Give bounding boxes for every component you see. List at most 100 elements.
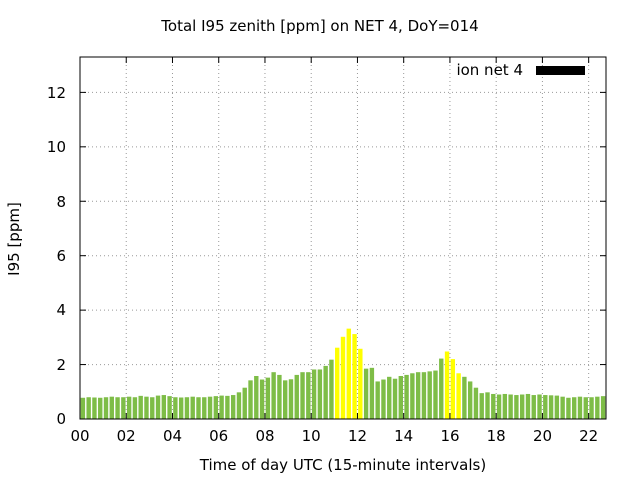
bar — [155, 395, 161, 419]
bar — [589, 397, 594, 419]
bar — [329, 359, 334, 419]
bar — [248, 380, 253, 419]
x-tick-label: 06 — [209, 427, 229, 445]
bar — [103, 397, 109, 419]
bar — [583, 397, 588, 419]
bar — [207, 396, 213, 419]
bar — [346, 328, 351, 419]
bar — [352, 334, 357, 419]
bar — [121, 397, 126, 419]
bar — [115, 397, 120, 419]
bar — [381, 379, 386, 419]
bar — [537, 394, 542, 419]
y-tick-label: 6 — [56, 247, 66, 265]
bar — [340, 336, 346, 419]
bar — [572, 397, 577, 419]
chart-grid — [80, 57, 606, 419]
chart-tick-marks — [79, 57, 606, 420]
bar — [144, 396, 149, 419]
bar — [496, 394, 502, 419]
bar — [421, 372, 427, 419]
bar — [560, 396, 565, 419]
x-tick-label: 12 — [347, 427, 368, 445]
bar — [150, 397, 155, 419]
bar — [242, 387, 247, 419]
bar — [525, 393, 531, 419]
bar — [294, 374, 299, 419]
bar — [456, 373, 461, 419]
bar — [369, 367, 375, 419]
bar — [132, 397, 138, 419]
bar — [387, 376, 392, 419]
x-tick-label: 16 — [440, 427, 460, 445]
bar — [433, 370, 438, 419]
bar — [479, 393, 484, 419]
bar — [392, 378, 398, 419]
bar — [259, 379, 265, 419]
y-tick-label: 4 — [56, 301, 66, 319]
bar — [288, 379, 294, 419]
bar — [92, 397, 97, 419]
bar — [109, 396, 114, 419]
bar — [190, 396, 195, 419]
bar — [283, 380, 288, 419]
bar — [213, 396, 219, 419]
chart-bars — [80, 328, 606, 419]
bar — [254, 376, 259, 419]
bar — [514, 395, 519, 419]
bar — [167, 396, 172, 419]
bar — [548, 395, 554, 419]
bar — [277, 374, 282, 419]
bar — [173, 397, 178, 419]
legend-label: ion net 4 — [456, 61, 523, 79]
bar — [98, 397, 103, 419]
bar — [225, 395, 230, 419]
x-tick-label: 08 — [255, 427, 275, 445]
y-tick-label: 2 — [56, 355, 66, 374]
legend-swatch — [536, 66, 585, 75]
bar — [595, 396, 600, 419]
bar — [375, 381, 380, 419]
bar — [444, 351, 450, 419]
y-tick-label: 8 — [56, 192, 66, 211]
bar — [202, 397, 207, 419]
bar — [439, 358, 444, 419]
bar — [178, 397, 184, 419]
y-tick-label: 10 — [46, 138, 66, 156]
bar — [531, 395, 536, 419]
y-axis-label: I95 [ppm] — [5, 202, 23, 276]
chart-title: Total I95 zenith [ppm] on NET 4, DoY=014 — [161, 17, 479, 35]
x-tick-label: 04 — [162, 427, 183, 445]
bar — [450, 359, 456, 419]
bar — [363, 368, 369, 419]
bar — [473, 387, 479, 419]
bar — [577, 396, 583, 419]
bar — [502, 393, 508, 419]
bar — [161, 395, 167, 419]
plot-frame — [79, 56, 607, 420]
bar — [219, 395, 224, 419]
bar — [462, 376, 467, 419]
bar — [467, 381, 473, 419]
bar — [335, 347, 340, 419]
bar — [271, 372, 276, 419]
bar — [508, 394, 513, 419]
bar — [404, 374, 409, 419]
y-tick-label: 12 — [46, 83, 66, 102]
bar — [543, 395, 548, 419]
bar — [86, 397, 91, 419]
bar — [427, 371, 432, 419]
bar — [126, 396, 132, 419]
bar — [230, 395, 236, 419]
bar — [519, 394, 525, 419]
x-axis-label: Time of day UTC (15-minute intervals) — [199, 456, 487, 474]
x-tick-label: 20 — [532, 427, 553, 445]
x-tick-label: 10 — [301, 427, 321, 445]
bar — [317, 369, 323, 419]
bar — [323, 365, 328, 419]
bar — [415, 372, 421, 419]
bar — [265, 377, 271, 419]
x-tick-label: 02 — [116, 427, 136, 445]
x-tick-label: 14 — [394, 427, 414, 445]
